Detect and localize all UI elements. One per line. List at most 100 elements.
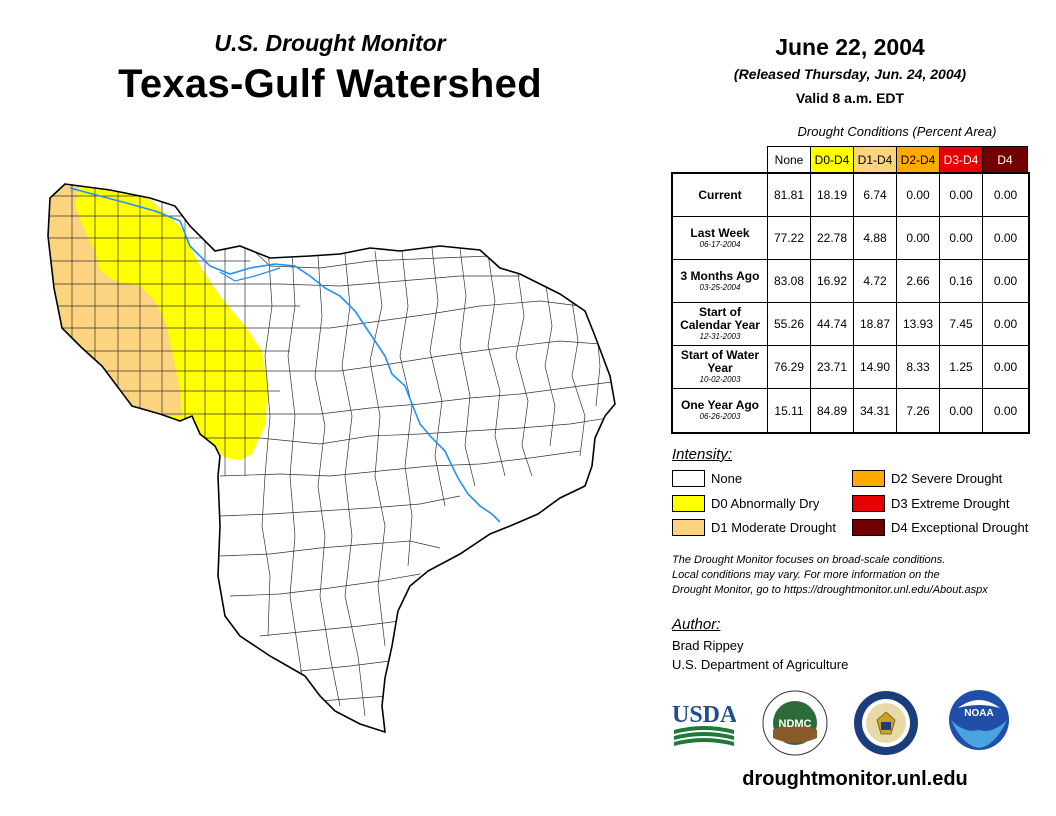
table-row: One Year Ago 06-26-2003 15.11 84.89 34.3… — [673, 389, 1028, 432]
ndmc-logo: NDMC — [762, 690, 828, 756]
table-cell: 4.88 — [854, 217, 897, 259]
legend-d1: D1 Moderate Drought — [672, 519, 836, 536]
table-cell: 0.00 — [940, 217, 983, 259]
table-cell: 13.93 — [897, 303, 940, 345]
map-date: June 22, 2004 — [775, 34, 925, 60]
table-cell: 4.72 — [854, 260, 897, 302]
table-row: Start of Water Year 10-02-2003 76.29 23.… — [673, 346, 1028, 389]
footer-url[interactable]: droughtmonitor.unl.edu — [742, 768, 968, 790]
legend-d0: D0 Abnormally Dry — [672, 495, 819, 512]
col-d1-d4: D1-D4 — [854, 147, 897, 173]
river-tributary — [219, 267, 281, 282]
table-cell: 34.31 — [854, 389, 897, 432]
table-cell: 55.26 — [768, 303, 811, 345]
row-label: 3 Months Ago 03-25-2004 — [673, 260, 768, 302]
table-cell: 23.71 — [811, 346, 854, 388]
legend-d4: D4 Exceptional Drought — [852, 519, 1028, 536]
legend-label-d3: D3 Extreme Drought — [891, 496, 1010, 511]
legend-label-d1: D1 Moderate Drought — [711, 520, 837, 535]
table-cell: 14.90 — [854, 346, 897, 388]
col-d3-d4: D3-D4 — [940, 147, 983, 173]
drought-table: Current 81.81 18.19 6.74 0.00 0.00 0.00 … — [671, 172, 1030, 434]
row-label: Start of Calendar Year 12-31-2003 — [673, 303, 768, 345]
row-label-text: Start of Calendar Year — [680, 305, 760, 332]
d1-area — [48, 184, 182, 416]
table-cell: 8.33 — [897, 346, 940, 388]
table-row: Last Week 06-17-2004 77.22 22.78 4.88 0.… — [673, 217, 1028, 260]
col-d0-d4: D0-D4 — [811, 147, 854, 173]
table-cell: 6.74 — [854, 174, 897, 216]
table-cell: 0.00 — [993, 231, 1018, 245]
row-label-date: 06-17-2004 — [699, 239, 741, 249]
table-caption: Drought Conditions (Percent Area) — [797, 124, 997, 139]
table-cell: 44.74 — [811, 303, 854, 345]
legend-swatch-none — [672, 470, 705, 487]
river — [69, 187, 501, 523]
table-cell: 81.81 — [768, 174, 811, 216]
table-cell: 18.87 — [854, 303, 897, 345]
table-cell: 84.89 — [811, 389, 854, 432]
table-row: Start of Calendar Year 12-31-2003 55.26 … — [673, 303, 1028, 346]
noaa-logo-text: NOAA — [964, 708, 993, 719]
col-d2-d4: D2-D4 — [897, 147, 940, 173]
col-none: None — [768, 147, 811, 173]
usda-logo-text: USDA — [672, 702, 736, 728]
legend-swatch-d3 — [852, 495, 885, 512]
ndmc-logo-text: NDMC — [779, 718, 812, 730]
author-heading: Author: — [672, 616, 721, 633]
watershed-map — [47, 183, 616, 733]
disclaimer-note: The Drought Monitor focuses on broad-sca… — [672, 553, 1042, 598]
table-cell: 83.08 — [768, 260, 811, 302]
valid-time: Valid 8 a.m. EDT — [795, 90, 905, 106]
row-label-date: 06-26-2003 — [699, 412, 741, 421]
table-cell: 0.00 — [993, 274, 1018, 288]
map-subtitle: U.S. Drought Monitor — [214, 30, 446, 56]
table-cell: 22.78 — [811, 217, 854, 259]
author-name: Brad Rippey — [672, 638, 744, 653]
row-label-text: Current — [698, 187, 742, 202]
table-row: 3 Months Ago 03-25-2004 83.08 16.92 4.72… — [673, 260, 1028, 303]
legend-title: Intensity: — [672, 446, 733, 463]
row-label-date: 10-02-2003 — [699, 375, 741, 384]
legend-d3: D3 Extreme Drought — [852, 495, 1010, 512]
table-cell: 2.66 — [897, 260, 940, 302]
table-cell: 0.16 — [940, 260, 983, 302]
row-label-text: One Year Ago — [680, 398, 760, 412]
author-org: U.S. Department of Agriculture — [672, 657, 849, 672]
table-cell: 0.00 — [993, 317, 1018, 331]
release-date: (Released Thursday, Jun. 24, 2004) — [733, 66, 967, 82]
table-cell: 16.92 — [811, 260, 854, 302]
table-cell: 0.00 — [940, 389, 983, 432]
table-cell: 7.45 — [940, 303, 983, 345]
col-d4: D4 — [983, 147, 1028, 173]
legend-label-d0: D0 Abnormally Dry — [711, 496, 820, 511]
legend-swatch-d2 — [852, 470, 885, 487]
note-line: Drought Monitor, go to https://droughtmo… — [672, 584, 988, 596]
table-row: Current 81.81 18.19 6.74 0.00 0.00 0.00 — [673, 174, 1028, 217]
legend-label-d4: D4 Exceptional Drought — [891, 520, 1029, 535]
table-cell: 0.00 — [897, 217, 940, 259]
legend-swatch-d1 — [672, 519, 705, 536]
row-label: One Year Ago 06-26-2003 — [673, 389, 768, 432]
table-cell: 0.00 — [993, 188, 1018, 202]
row-label-text: Last Week — [690, 225, 750, 240]
table-cell: 15.11 — [768, 389, 811, 432]
row-label-date: 12-31-2003 — [699, 332, 741, 341]
table-cell: 76.29 — [768, 346, 811, 388]
row-label-text: 3 Months Ago — [680, 268, 760, 283]
legend-swatch-d0 — [672, 495, 705, 512]
legend-swatch-d4 — [852, 519, 885, 536]
commerce-seal — [854, 691, 918, 755]
row-label: Current — [673, 174, 768, 216]
table-cell: 1.25 — [940, 346, 983, 388]
table-cell: 0.00 — [993, 360, 1018, 374]
table-cell: 7.26 — [897, 389, 940, 432]
table-cell: 18.19 — [811, 174, 854, 216]
note-line: The Drought Monitor focuses on broad-sca… — [672, 554, 946, 566]
note-line: Local conditions may vary. For more info… — [672, 569, 940, 581]
legend-d2: D2 Severe Drought — [852, 470, 1002, 487]
row-label-text: Start of Water Year — [680, 348, 760, 375]
table-cell: 0.00 — [940, 174, 983, 216]
legend-label-none: None — [711, 471, 743, 486]
row-label-date: 03-25-2004 — [699, 282, 741, 292]
